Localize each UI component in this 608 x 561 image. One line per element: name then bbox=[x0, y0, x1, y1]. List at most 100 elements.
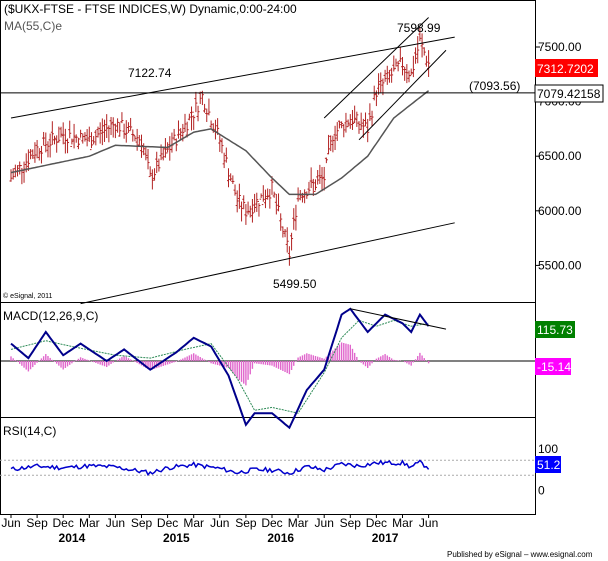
axis-labels-layer: 7500.007000.006500.006000.005500.0010050… bbox=[1, 40, 581, 545]
price-bar bbox=[31, 149, 35, 159]
price-bar bbox=[105, 114, 109, 139]
price-bar bbox=[148, 166, 152, 178]
price-bar bbox=[324, 157, 328, 164]
x-axis-month-label: Sep bbox=[131, 516, 153, 530]
price-bar bbox=[357, 121, 361, 134]
price-bar bbox=[307, 181, 311, 194]
price-bar bbox=[68, 120, 72, 139]
ma-label: MA(55,C)e bbox=[4, 19, 62, 33]
price-axis-tick: 7500.00 bbox=[538, 40, 582, 54]
price-bar bbox=[96, 126, 100, 138]
x-axis-month-label: Mar bbox=[79, 516, 100, 530]
price-bar bbox=[70, 138, 74, 147]
price-bar bbox=[74, 134, 78, 143]
price-bar bbox=[183, 113, 187, 133]
price-bar bbox=[227, 168, 230, 188]
annotation-level: (7093.56) bbox=[469, 79, 520, 93]
price-bar bbox=[255, 192, 259, 212]
moving-average-line bbox=[10, 90, 430, 196]
price-bar bbox=[135, 128, 139, 151]
price-bar bbox=[237, 183, 241, 209]
price-bar bbox=[233, 184, 237, 196]
price-bar bbox=[170, 132, 174, 153]
price-bar bbox=[424, 55, 428, 67]
price-bar bbox=[316, 169, 320, 185]
price-bar bbox=[407, 70, 411, 83]
rsi-value-tag bbox=[535, 456, 561, 473]
macd-layer bbox=[0, 307, 535, 430]
price-bar bbox=[29, 149, 33, 160]
price-bar bbox=[76, 137, 80, 150]
rsi-panel-frame bbox=[0, 417, 536, 515]
x-axis-month-label: Jun bbox=[106, 516, 125, 530]
price-trendline bbox=[80, 222, 455, 305]
price-bar bbox=[411, 55, 415, 78]
price-bar bbox=[150, 169, 154, 190]
chart-title: ($UKX-FTSE - FTSE INDICES,W) Dynamic,0:0… bbox=[4, 2, 297, 16]
price-bar bbox=[398, 47, 402, 63]
price-bar bbox=[48, 133, 52, 158]
price-bar bbox=[272, 191, 276, 198]
price-bar bbox=[274, 193, 278, 215]
rsi-layer bbox=[0, 459, 535, 477]
price-bar bbox=[61, 122, 65, 145]
price-axis-tick: 5500.00 bbox=[538, 258, 582, 272]
price-bar bbox=[377, 73, 381, 95]
price-bar bbox=[79, 129, 83, 140]
price-bar bbox=[50, 121, 54, 145]
price-bar bbox=[231, 175, 235, 184]
price-bar bbox=[190, 106, 194, 131]
price-bar bbox=[42, 131, 46, 146]
price-bar bbox=[37, 148, 41, 161]
price-bar bbox=[229, 173, 233, 182]
price-bar bbox=[281, 226, 285, 238]
price-trendline bbox=[10, 36, 455, 119]
price-bar bbox=[124, 120, 128, 143]
price-bar bbox=[172, 128, 176, 141]
macd-value: 115.73 bbox=[537, 323, 573, 337]
price-bar bbox=[379, 72, 383, 93]
price-bar bbox=[176, 120, 180, 139]
price-bar bbox=[331, 135, 335, 153]
price-bar bbox=[242, 195, 246, 210]
level-tag bbox=[534, 84, 604, 103]
x-axis-month-label: Mar bbox=[392, 516, 413, 530]
price-bar bbox=[418, 28, 422, 42]
price-bar bbox=[209, 120, 213, 129]
price-bar bbox=[129, 117, 133, 132]
x-axis-month-label: Jun bbox=[1, 516, 20, 530]
x-axis-month-label: Dec bbox=[261, 516, 282, 530]
price-bar bbox=[103, 119, 107, 142]
price-bar bbox=[344, 112, 348, 133]
x-axis-month-label: Jun bbox=[419, 516, 438, 530]
price-bar bbox=[353, 105, 357, 124]
price-bar bbox=[205, 108, 209, 122]
price-bar bbox=[359, 112, 363, 131]
price-bar bbox=[224, 147, 228, 163]
price-bar bbox=[35, 139, 39, 159]
price-bar bbox=[248, 205, 252, 218]
price-bar bbox=[422, 47, 426, 56]
rsi-axis-tick: 100 bbox=[538, 442, 558, 456]
price-bar bbox=[146, 148, 150, 170]
macd-signal-tag bbox=[535, 358, 571, 375]
x-axis-month-label: Dec bbox=[157, 516, 178, 530]
price-bar bbox=[192, 111, 196, 130]
price-bar bbox=[368, 103, 372, 122]
x-axis-month-label: Sep bbox=[235, 516, 257, 530]
price-bar bbox=[394, 58, 398, 69]
last-price-tag bbox=[535, 59, 598, 77]
price-bars bbox=[9, 28, 431, 266]
price-bar bbox=[294, 204, 298, 231]
price-axis-tick: 6500.00 bbox=[538, 149, 582, 163]
price-bar bbox=[109, 116, 113, 136]
price-bar bbox=[122, 123, 126, 139]
price-bar bbox=[203, 103, 207, 113]
price-bar bbox=[196, 105, 200, 122]
x-axis-month-label: Mar bbox=[288, 516, 309, 530]
price-bar bbox=[346, 119, 350, 128]
price-bar bbox=[283, 229, 287, 238]
price-bar bbox=[327, 134, 331, 155]
price-bar bbox=[94, 129, 98, 146]
price-bar bbox=[26, 149, 30, 171]
